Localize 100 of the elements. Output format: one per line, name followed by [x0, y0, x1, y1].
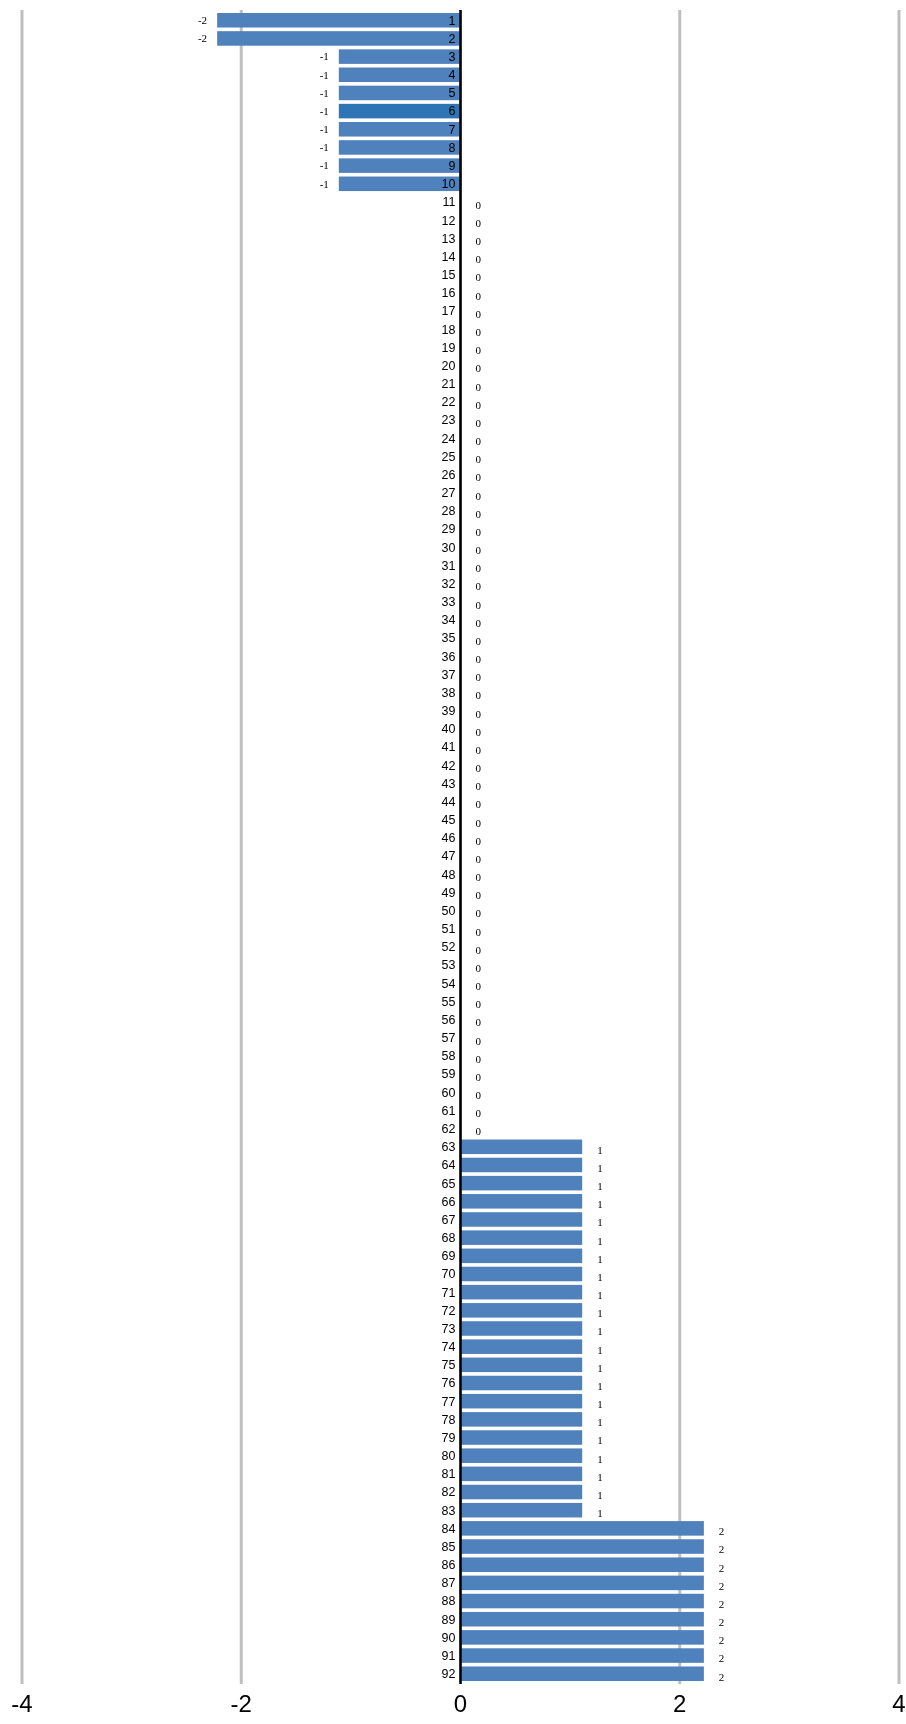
data-label: 0	[475, 743, 482, 756]
data-label: 0	[475, 925, 482, 938]
data-label: 0	[475, 416, 482, 429]
y-tick-label: 82	[441, 1485, 456, 1500]
y-tick-label: 8	[448, 140, 456, 155]
y-tick-label: 64	[441, 1158, 456, 1173]
data-label: 1	[597, 1216, 603, 1229]
bar	[217, 31, 461, 46]
bar	[338, 67, 461, 83]
y-tick-label: 65	[441, 1176, 456, 1191]
data-label: 1	[597, 1289, 603, 1302]
data-label: 1	[597, 1379, 603, 1392]
y-tick-label: 13	[441, 231, 456, 246]
y-tick-label: 1	[448, 13, 456, 28]
y-tick-label: 2	[448, 31, 456, 46]
y-tick-label: 72	[441, 1303, 456, 1318]
data-label: 0	[475, 598, 482, 611]
data-label: 2	[718, 1543, 725, 1556]
data-label: 0	[475, 689, 482, 702]
y-tick-label: 54	[441, 976, 456, 991]
data-label: 1	[597, 1434, 603, 1447]
x-tick-label: 4	[892, 1690, 906, 1717]
y-tick-label: 62	[441, 1122, 456, 1137]
y-tick-label: 29	[441, 522, 456, 537]
bar	[460, 1321, 583, 1336]
y-tick-label: 26	[441, 467, 456, 482]
y-tick-label: 59	[441, 1067, 456, 1082]
data-label: 0	[475, 326, 482, 339]
y-tick-label: 28	[441, 504, 456, 519]
y-tick-label: 42	[441, 758, 456, 773]
bar	[338, 49, 461, 64]
data-label: 2	[718, 1597, 725, 1610]
y-tick-label: 52	[441, 940, 456, 955]
data-label: 0	[475, 471, 482, 484]
y-tick-label: 47	[441, 849, 456, 864]
bar	[460, 1357, 583, 1373]
y-tick-label: 22	[441, 395, 456, 410]
data-label: -2	[197, 14, 208, 27]
y-tick-label: 18	[441, 322, 456, 337]
data-label: 0	[475, 398, 482, 411]
data-label: 0	[475, 453, 482, 466]
data-label: 0	[475, 762, 482, 775]
data-label: 0	[475, 1070, 482, 1083]
data-label: 1	[597, 1198, 603, 1211]
x-tick-label: 2	[673, 1690, 687, 1717]
y-tick-label: 9	[448, 159, 456, 173]
data-label: 2	[718, 1561, 725, 1574]
y-tick-label: 23	[441, 413, 456, 428]
y-tick-label: 51	[441, 922, 456, 937]
data-label: -1	[319, 177, 329, 190]
data-label: 0	[475, 525, 482, 538]
data-label: 1	[597, 1343, 603, 1356]
y-tick-label: 58	[441, 1049, 456, 1064]
y-tick-label: 19	[441, 340, 456, 355]
data-label: 2	[718, 1616, 725, 1629]
y-tick-label: 32	[441, 576, 456, 591]
y-tick-label: 12	[441, 213, 456, 228]
y-tick-label: 73	[441, 1321, 456, 1336]
data-label: 0	[475, 1034, 482, 1047]
data-label: 0	[475, 1107, 482, 1120]
bar	[338, 140, 461, 155]
bar	[460, 1666, 704, 1681]
y-tick-label: 87	[441, 1576, 456, 1591]
data-label: 0	[475, 580, 482, 593]
y-tick-label: 14	[441, 249, 456, 264]
bar	[460, 1194, 583, 1209]
y-tick-label: 24	[441, 431, 456, 446]
y-tick-label: 63	[441, 1140, 456, 1155]
y-tick-label: 67	[441, 1212, 456, 1227]
y-tick-label: 89	[441, 1612, 456, 1627]
data-label: 0	[475, 198, 482, 211]
bar	[460, 1393, 583, 1409]
data-label: 1	[597, 1325, 603, 1338]
data-label: -1	[319, 86, 329, 99]
data-label: 0	[475, 653, 482, 666]
bar	[460, 1284, 583, 1300]
data-label: 0	[475, 798, 482, 811]
y-tick-label: 4	[448, 68, 456, 83]
y-tick-label: 68	[441, 1231, 456, 1246]
data-label: 0	[475, 871, 482, 884]
data-label: 0	[475, 271, 482, 284]
y-tick-label: 45	[441, 813, 456, 828]
y-tick-label: 90	[441, 1630, 456, 1645]
data-label: 0	[475, 1125, 482, 1138]
y-tick-label: 6	[448, 104, 456, 119]
y-tick-label: 53	[441, 958, 456, 973]
y-tick-label: 81	[441, 1467, 456, 1482]
y-tick-label: 35	[441, 631, 456, 646]
y-tick-label: 70	[441, 1267, 456, 1282]
data-label: 0	[475, 489, 482, 502]
y-tick-label: 74	[441, 1340, 456, 1355]
data-label: 0	[475, 307, 482, 320]
y-tick-label: 20	[441, 358, 456, 373]
data-label: 0	[475, 380, 482, 393]
data-label: 1	[597, 1416, 603, 1429]
bar	[460, 1521, 704, 1536]
data-label: 0	[475, 544, 482, 557]
y-tick-label: 40	[441, 722, 456, 737]
y-tick-label: 66	[441, 1194, 456, 1209]
y-tick-label: 92	[441, 1667, 456, 1682]
